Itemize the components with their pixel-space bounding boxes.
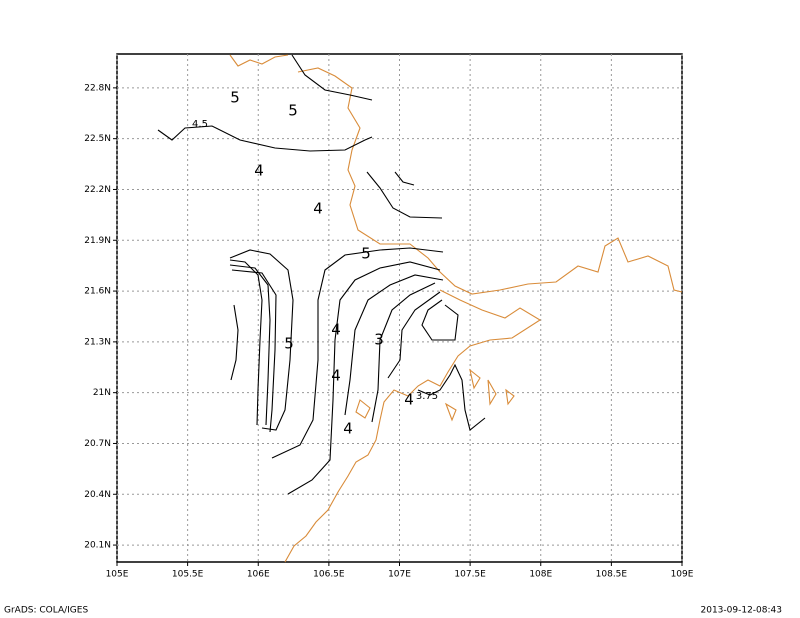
- contour-label: 3.75: [416, 391, 438, 402]
- contour-line: [394, 171, 415, 186]
- grid: [113, 54, 683, 566]
- contour-label: 4: [331, 321, 341, 339]
- contour-label: 4: [404, 391, 414, 409]
- contour-line: [231, 269, 277, 433]
- footer-right: 2013-09-12-08:43: [701, 606, 783, 616]
- contour-line: [287, 261, 441, 495]
- x-tick-label: 105E: [106, 570, 129, 580]
- contours: [157, 54, 486, 495]
- coast-path: [355, 368, 515, 422]
- contour-label: 4: [313, 200, 323, 218]
- y-tick-label: 22.8N: [84, 83, 111, 93]
- contour-line: [366, 171, 443, 219]
- y-tick-label: 22.2N: [84, 185, 111, 195]
- contour-label: 5: [284, 335, 294, 353]
- contour-label: 5: [230, 89, 240, 107]
- x-tick-label: 106.5E: [313, 570, 345, 580]
- contour-label: 4: [343, 420, 353, 438]
- contour-line: [229, 249, 294, 431]
- y-tick-label: 21.9N: [84, 236, 111, 246]
- footer-left: GrADS: COLA/IGES: [4, 606, 88, 616]
- x-tick-label: 108E: [529, 570, 552, 580]
- y-tick-label: 21.3N: [84, 337, 111, 347]
- contour-line: [229, 259, 263, 426]
- contour-line: [417, 363, 486, 431]
- contour-label: 4.5: [192, 119, 208, 130]
- contour-line: [371, 282, 436, 423]
- y-tick-label: 20.1N: [84, 541, 111, 551]
- contour-line: [157, 125, 373, 152]
- x-tick-label: 108.5E: [596, 570, 628, 580]
- contour-line: [344, 274, 444, 416]
- contour-label: 4: [254, 162, 264, 180]
- y-tick-label: 21.6N: [84, 287, 111, 297]
- x-tick-label: 109E: [671, 570, 694, 580]
- x-tick-label: 105.5E: [172, 570, 204, 580]
- x-tick-label: 106E: [247, 570, 270, 580]
- coastline: [229, 54, 683, 563]
- coast-path: [284, 289, 542, 563]
- contour-line: [291, 54, 373, 101]
- x-tick-label: 107.5E: [454, 570, 486, 580]
- contour-label: 3: [374, 331, 384, 349]
- y-tick-label: 22.5N: [84, 134, 111, 144]
- y-tick-label: 20.7N: [84, 439, 111, 449]
- contour-line: [421, 299, 459, 341]
- y-tick-label: 20.4N: [84, 490, 111, 500]
- contour-line: [229, 264, 271, 426]
- contour-label: 4: [331, 367, 341, 385]
- coast-path: [229, 54, 289, 67]
- contour-label: 5: [361, 245, 371, 263]
- x-tick-label: 107E: [388, 570, 411, 580]
- y-tick-label: 21N: [93, 388, 111, 398]
- coast-path: [297, 67, 683, 295]
- contour-line: [271, 247, 444, 459]
- contour-line: [387, 291, 441, 379]
- contour-line: [230, 304, 239, 381]
- contour-label: 5: [288, 102, 298, 120]
